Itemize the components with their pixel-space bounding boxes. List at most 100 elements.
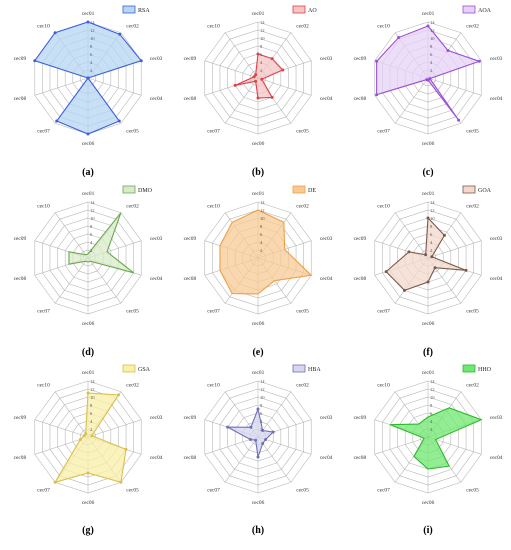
data-point-cec05 — [433, 266, 437, 270]
tick-label: 2 — [260, 68, 263, 73]
axis-label-cec01: cec01 — [82, 11, 95, 17]
axis-label-cec04: cec04 — [490, 455, 503, 461]
axis-label-cec05: cec05 — [466, 309, 479, 315]
tick-label: 4 — [90, 240, 93, 245]
data-point-cec10 — [254, 73, 258, 77]
series-area-de — [219, 209, 313, 295]
data-point-cec10 — [397, 36, 401, 40]
axis-label-cec03: cec03 — [490, 56, 503, 62]
data-point-cec02 — [442, 233, 446, 237]
grid-spoke — [394, 77, 429, 124]
data-point-cec08 — [86, 76, 90, 80]
tick-label: 6 — [260, 232, 263, 237]
axis-label-cec06: cec06 — [252, 141, 265, 147]
axis-label-cec09: cec09 — [354, 56, 367, 62]
radar-panel-goa: 2 4 6 8 10 12 14 cec01 cec02 cec03 cec04 cec05 cec06… — [354, 185, 503, 358]
axis-label-cec04: cec04 — [490, 276, 503, 282]
legend-swatch — [292, 364, 306, 373]
legend-label: RSA — [138, 8, 150, 14]
data-point-cec05 — [270, 95, 274, 99]
data-point-cec06 — [86, 132, 90, 136]
tick-label: 10 — [260, 216, 265, 221]
axis-label-cec06: cec06 — [252, 500, 265, 506]
legend-label: HBA — [308, 367, 321, 373]
tick-label: 14 — [260, 200, 265, 205]
tick-label: 4 — [260, 60, 263, 65]
tick-label: 10 — [430, 216, 435, 221]
tick-label: 8 — [90, 403, 93, 408]
axis-label-cec06: cec06 — [82, 321, 95, 327]
legend-label: AO — [308, 8, 317, 14]
grid-spoke — [34, 419, 89, 438]
axis-label-cec04: cec04 — [150, 455, 163, 461]
axis-label-cec08: cec08 — [184, 455, 197, 461]
axis-label-cec08: cec08 — [184, 276, 197, 282]
tick-label: 4 — [90, 60, 93, 65]
axis-label-cec03: cec03 — [490, 415, 503, 421]
axis-label-cec06: cec06 — [82, 500, 95, 506]
data-point-cec02 — [270, 57, 274, 61]
grid-spoke — [374, 436, 429, 455]
axis-label-cec10: cec10 — [207, 23, 220, 29]
axis-label-cec03: cec03 — [150, 236, 163, 242]
data-point-cec01 — [86, 20, 90, 24]
tick-label: 2 — [90, 248, 93, 253]
axis-label-cec07: cec07 — [207, 129, 220, 135]
axis-label-cec04: cec04 — [320, 276, 333, 282]
axis-label-cec03: cec03 — [320, 415, 333, 421]
series-area-hho — [389, 407, 483, 470]
tick-label: 10 — [260, 36, 265, 41]
data-point-cec03 — [90, 434, 94, 438]
tick-label: 10 — [90, 36, 95, 41]
axis-label-cec02: cec02 — [296, 23, 309, 29]
data-point-cec10 — [424, 253, 428, 257]
tick-label: 12 — [430, 387, 435, 392]
tick-label: 12 — [260, 208, 265, 213]
legend-swatch — [292, 185, 306, 194]
data-point-cec03 — [139, 59, 143, 63]
grid-spoke — [427, 240, 482, 259]
axis-label-cec08: cec08 — [354, 96, 367, 102]
axis-label-cec07: cec07 — [377, 309, 390, 315]
data-point-cec08 — [233, 83, 237, 87]
panel-label: (d) — [82, 347, 94, 358]
axis-label-cec06: cec06 — [82, 141, 95, 147]
axis-label-cec10: cec10 — [207, 382, 220, 388]
axis-label-cec10: cec10 — [37, 382, 50, 388]
panel-label: (b) — [252, 167, 264, 178]
tick-label: 14 — [430, 20, 435, 25]
data-point-cec02 — [117, 393, 121, 397]
radar-panel-de: 2 4 6 8 10 12 14 cec01 cec02 cec03 cec04 cec05 cec06… — [184, 185, 333, 358]
axis-label-cec08: cec08 — [14, 276, 27, 282]
data-point-cec01 — [426, 24, 430, 28]
data-point-cec02 — [446, 48, 450, 52]
data-point-cec03 — [430, 255, 434, 259]
axis-label-cec08: cec08 — [354, 276, 367, 282]
grid-spoke — [394, 212, 429, 259]
radar-panel-dmo: 2 4 6 8 10 12 14 cec01 cec02 cec03 cec04 cec05 cec06… — [14, 185, 163, 358]
tick-label: 8 — [260, 403, 263, 408]
axis-label-cec02: cec02 — [466, 23, 479, 29]
axis-label-cec05: cec05 — [296, 309, 309, 315]
legend-label: DMO — [138, 188, 153, 194]
axis-label-cec06: cec06 — [252, 321, 265, 327]
radar-panel-rsa: 2 4 6 8 10 12 14 cec01 cec02 cec03 cec04 cec05 cec06… — [14, 5, 163, 178]
grid-spoke — [54, 391, 89, 438]
radar-panel-hba: 2 4 6 8 10 12 14 cec01 cec02 cec03 cec04 cec05 cec06… — [184, 364, 333, 536]
data-point-cec06 — [86, 471, 90, 475]
legend-label: GOA — [478, 188, 492, 194]
axis-label-cec09: cec09 — [184, 415, 197, 421]
axis-label-cec09: cec09 — [184, 236, 197, 242]
axis-label-cec07: cec07 — [37, 309, 50, 315]
grid-spoke — [204, 60, 259, 79]
data-point-cec07 — [254, 79, 258, 83]
axis-label-cec01: cec01 — [422, 370, 435, 376]
axis-label-cec01: cec01 — [252, 370, 265, 376]
legend-label: HHO — [478, 367, 492, 373]
grid-spoke — [87, 419, 142, 438]
axis-label-cec10: cec10 — [377, 382, 390, 388]
tick-label: 12 — [430, 208, 435, 213]
radar-panel-gsa: 2 4 6 8 10 12 14 cec01 cec02 cec03 cec04 cec05 cec06… — [14, 364, 163, 536]
data-point-cec08 — [248, 437, 252, 441]
axis-label-cec01: cec01 — [252, 11, 265, 17]
